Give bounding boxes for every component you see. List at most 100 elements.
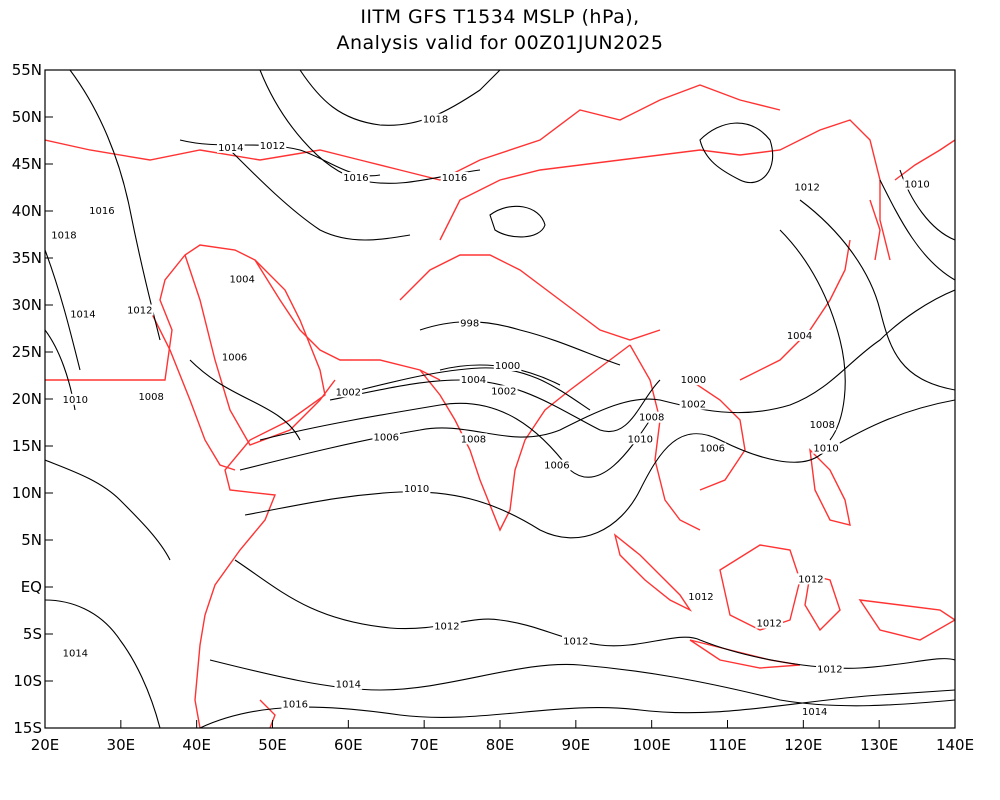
y-tick-label: 5S	[23, 625, 42, 643]
contour-label-background	[637, 411, 666, 423]
iran-coast	[254, 259, 441, 381]
isobar-998	[419, 321, 621, 366]
isobar-africa-b	[45, 599, 161, 728]
contour-label-background	[816, 663, 844, 675]
contour-label-background	[220, 351, 249, 363]
contour-label-background	[698, 442, 727, 454]
isobar-northeast-b	[799, 199, 955, 391]
contour-label-background	[50, 229, 78, 241]
contour-label-background	[793, 181, 821, 193]
contour-label-background	[137, 391, 165, 402]
contour-label: 998	[460, 319, 479, 330]
contour-label-background	[61, 647, 90, 659]
x-tick-label: 140E	[936, 736, 974, 754]
contour-label-background	[489, 385, 518, 397]
contour-label: 1018	[51, 230, 76, 241]
y-tick-label: 10S	[13, 672, 42, 690]
isobar-layer	[45, 70, 955, 728]
contour-label-background	[372, 431, 401, 443]
y-tick-label: 45N	[12, 155, 42, 173]
contour-label-background	[679, 398, 708, 410]
contour-label-background	[334, 678, 363, 690]
contour-label: 1012	[260, 141, 285, 152]
contour-label-background	[61, 393, 90, 405]
contour-label: 1012	[563, 636, 588, 647]
isobar-1002	[359, 367, 591, 411]
isobar-tibet	[489, 205, 546, 238]
contour-label: 1010	[813, 444, 838, 455]
x-tick-label: 110E	[708, 736, 746, 754]
y-tick-label: 30N	[12, 296, 42, 314]
china-coast	[739, 239, 851, 381]
contour-label: 1002	[491, 386, 516, 397]
contour-label-background	[679, 374, 708, 386]
x-tick-label: 120E	[784, 736, 822, 754]
contour-label: 1006	[222, 353, 247, 364]
boundaries-layer	[45, 84, 955, 728]
isobar-japan-a	[879, 179, 955, 281]
longitude-axis: 20E 30E 40E 50E 60E 70E 80E 90E 100E 110E 120E 130E…	[31, 720, 974, 754]
contour-label: 1000	[681, 375, 706, 386]
contour-label: 1012	[794, 182, 819, 193]
y-tick-label: 15S	[13, 719, 42, 737]
contour-label-background	[216, 141, 245, 153]
contour-label: 1008	[639, 413, 664, 424]
y-tick-label: 5N	[21, 531, 42, 549]
contour-label: 1008	[461, 434, 486, 445]
contour-label: 1016	[343, 173, 368, 184]
contour-label-background	[88, 204, 116, 216]
contour-label-background	[493, 359, 522, 371]
contour-label: 1012	[127, 306, 152, 317]
x-tick-label: 70E	[410, 736, 439, 754]
x-tick-label: 100E	[633, 736, 671, 754]
japan-coast	[894, 139, 955, 181]
contour-label-background	[797, 573, 825, 585]
sumatra	[613, 533, 693, 612]
isobar-1016-north	[259, 70, 481, 184]
china-border	[439, 119, 891, 261]
contour-label-background	[562, 635, 590, 647]
contour-label: 1006	[544, 461, 569, 472]
map-title-line-1: IITM GFS T1534 MSLP (hPa),	[360, 6, 640, 28]
contour-label: 1016	[283, 699, 308, 710]
y-tick-label: EQ	[21, 578, 42, 596]
contour-label: 1012	[434, 621, 459, 632]
contour-label: 1014	[802, 707, 827, 718]
isobar-northeast-a	[779, 229, 846, 441]
x-tick-label: 20E	[31, 736, 60, 754]
russia-border	[45, 84, 781, 181]
contour-label: 1014	[218, 143, 243, 154]
x-tick-label: 40E	[182, 736, 211, 754]
himalaya-border	[399, 254, 661, 341]
contour-label-background	[402, 483, 431, 495]
y-tick-label: 35N	[12, 249, 42, 267]
contour-label: 1012	[756, 619, 781, 630]
contour-label-background	[800, 705, 829, 717]
se-asia-coast	[629, 344, 701, 531]
isobar-1008	[239, 289, 955, 471]
contour-label: 1004	[229, 275, 254, 286]
y-tick-label: 15N	[12, 437, 42, 455]
contour-label: 1008	[810, 420, 835, 431]
isobar-west-a	[69, 70, 161, 341]
contour-label: 1018	[423, 115, 448, 126]
contour-label: 1016	[442, 173, 467, 184]
isobar-1004	[329, 379, 661, 433]
isobar-west-b	[45, 249, 81, 371]
contour-label: 1012	[798, 574, 823, 585]
x-tick-label: 90E	[562, 736, 591, 754]
y-tick-label: 20N	[12, 390, 42, 408]
isobar-1012-south	[234, 559, 955, 669]
contour-label-background	[808, 419, 837, 431]
contour-label-background	[785, 329, 814, 341]
contour-label-background	[459, 317, 481, 329]
contour-label: 1006	[700, 444, 725, 455]
x-tick-label: 130E	[860, 736, 898, 754]
contour-label: 1006	[374, 432, 399, 443]
contour-label: 1002	[336, 387, 361, 398]
contour-label-background	[687, 591, 715, 603]
y-tick-label: 40N	[12, 202, 42, 220]
contour-label-background	[281, 698, 310, 710]
contour-label-background	[421, 113, 450, 125]
contour-label-background	[69, 308, 97, 320]
